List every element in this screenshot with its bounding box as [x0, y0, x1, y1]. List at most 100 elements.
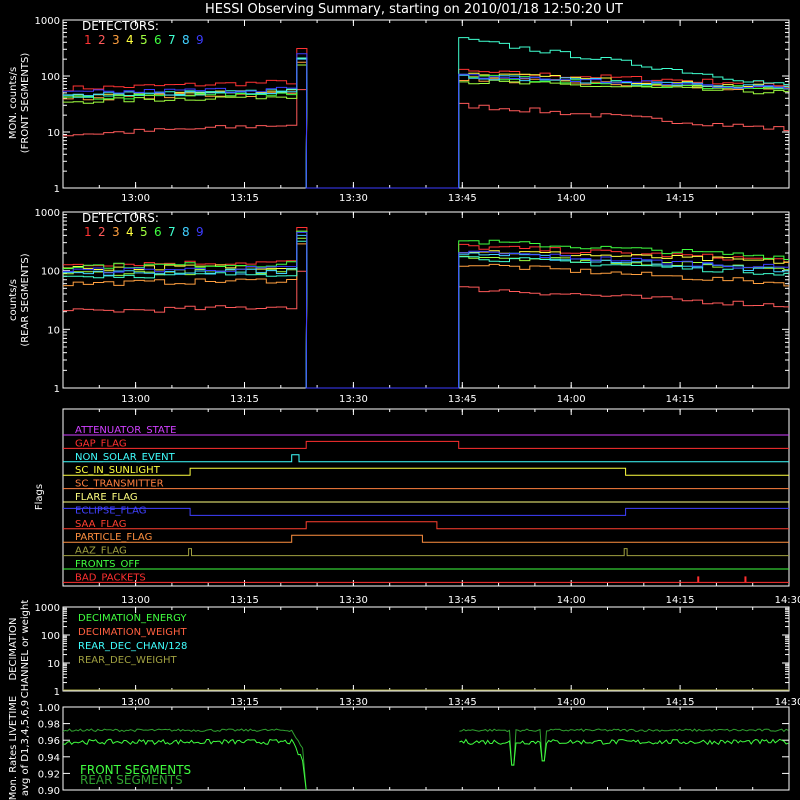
- front-ylabel: MON. counts/s (FRONT SEGMENTS): [8, 53, 31, 154]
- livetime-ytick-label: 0.90: [38, 786, 60, 797]
- decimation-ytick-label: 10: [47, 659, 60, 670]
- rear-xtick-label: 13:45: [448, 394, 477, 405]
- livetime-ylabel: Mon. Rates LIVETIME avg of D1,3,4,5,6,9: [8, 696, 31, 800]
- detector-number-2: 2: [98, 33, 106, 47]
- decimation-legend-rear-dec-weight: REAR_DEC_WEIGHT: [78, 655, 177, 666]
- detector-number-6: 6: [154, 33, 162, 47]
- decimation-legend-rear-dec-chan-128: REAR_DEC_CHAN/128: [78, 641, 187, 652]
- rear-series-detector-9: [63, 231, 789, 389]
- flag-label-eclipse-flag: ECLIPSE_FLAG: [75, 505, 146, 516]
- detector-number-4: 4: [126, 33, 134, 47]
- front-xtick-label: 13:15: [230, 193, 259, 204]
- rear-series-detector-4: [63, 230, 789, 389]
- flag-trace-sc-in-sunlight: [63, 467, 789, 476]
- decimation-ylabel-line1: DECIMATION: [8, 617, 19, 680]
- decimation-xtick-label: 13:30: [339, 697, 368, 708]
- flag-label-gap-flag: GAP_FLAG: [75, 438, 127, 449]
- decimation-xtick-label: 14:00: [557, 697, 586, 708]
- flag-trace-non-solar-event: [63, 454, 789, 463]
- flag-label-sc-transmitter: SC_TRANSMITTER: [75, 479, 164, 490]
- livetime-ytick-label: 1.00: [38, 703, 60, 714]
- rear-ylabel: counts/s (REAR SEGMENTS): [8, 253, 31, 346]
- detector-number-1: 1: [84, 33, 92, 47]
- flags-xtick-label: 14:00: [557, 595, 586, 606]
- rear-xtick-label: 14:15: [666, 394, 695, 405]
- flags-xtick-label: 13:30: [339, 595, 368, 606]
- plot-content: 13:00 13:15 13:30 13:45 14:00 14:15 13:00 13:15…: [35, 16, 800, 797]
- front-xtick-label: 14:15: [666, 193, 695, 204]
- livetime-ytick-label: 0.98: [38, 720, 60, 731]
- decimation-ylabel-line2: CHANNEL or weight: [20, 600, 31, 699]
- detector-number-5: 5: [140, 225, 148, 239]
- flag-label-saa-flag: SAA_FLAG: [75, 519, 126, 530]
- rear-xtick-label: 13:00: [121, 394, 150, 405]
- decimation-xtick-label: 13:45: [448, 697, 477, 708]
- decimation-xtick-label: 14:15: [666, 697, 695, 708]
- flag-trace-aaz-flag: [63, 548, 789, 557]
- rear-ytick-label: 1: [54, 384, 60, 395]
- front-ylabel-line2: (FRONT SEGMENTS): [20, 53, 31, 154]
- decimation-ylabel: DECIMATION CHANNEL or weight: [8, 600, 31, 699]
- front-series-detector-2: [63, 89, 789, 189]
- rear-ytick-label: 100: [41, 267, 60, 278]
- rear-series-detector-3: [63, 243, 789, 389]
- detector-number-8: 8: [182, 33, 190, 47]
- decimation-xtick-label: 13:00: [121, 697, 150, 708]
- rear-series-detector-2: [63, 270, 789, 389]
- livetime-ylabel-line1: Mon. Rates LIVETIME: [8, 696, 19, 800]
- flags-xtick-label: 13:15: [230, 595, 259, 606]
- livetime-ytick-label: 0.92: [38, 769, 60, 780]
- rear-ytick-label: 10: [47, 325, 60, 336]
- rear-xtick-label: 14:00: [557, 394, 586, 405]
- detector-number-9: 9: [196, 225, 204, 239]
- rear-xtick-label: 13:30: [339, 394, 368, 405]
- detector-number-4: 4: [126, 225, 134, 239]
- plot-title: HESSI Observing Summary, starting on 201…: [205, 2, 623, 17]
- flag-label-particle-flag: PARTICLE_FLAG: [75, 532, 152, 543]
- flags-xtick-label: 14:30: [775, 595, 800, 606]
- flag-trace-eclipse-flag: [63, 507, 789, 516]
- decimation-ytick-label: 100: [41, 631, 60, 642]
- detector-number-6: 6: [154, 225, 162, 239]
- rear-series-detector-7: [63, 240, 789, 389]
- flag-label-attenuator-state: ATTENUATOR_STATE: [75, 425, 176, 436]
- flag-trace-gap-flag: [63, 440, 789, 449]
- decimation-legend-decimation-weight: DECIMATION_WEIGHT: [78, 627, 187, 638]
- rear-ylabel-line1: counts/s: [8, 279, 19, 321]
- flags-xtick-label: 13:00: [121, 595, 150, 606]
- rear-series-detector-6: [63, 230, 789, 389]
- front-ytick-label: 100: [41, 72, 60, 83]
- livetime-ylabel-line2: avg of D1,3,4,5,6,9: [20, 700, 31, 796]
- front-ytick-label: 1: [54, 184, 60, 195]
- detector-number-2: 2: [98, 225, 106, 239]
- front-series-detector-5: [63, 64, 789, 189]
- rear-xtick-label: 13:15: [230, 394, 259, 405]
- front-series-detector-9: [63, 53, 789, 189]
- decimation-ytick-label: 1: [54, 687, 60, 698]
- front-xtick-label: 13:30: [339, 193, 368, 204]
- livetime-legend-rear-segments: REAR SEGMENTS: [80, 773, 183, 787]
- front-series-detector-7: [63, 37, 789, 189]
- front-xtick-label: 13:00: [121, 193, 150, 204]
- flag-trace-particle-flag: [63, 534, 789, 543]
- flag-label-bad-packets: BAD_PACKETS: [75, 572, 146, 583]
- flag-label-flare-flag: FLARE_FLAG: [75, 492, 138, 503]
- detector-number-7: 7: [168, 225, 176, 239]
- livetime-ytick-label: 0.94: [38, 753, 60, 764]
- livetime-ytick-label: 0.96: [38, 736, 60, 747]
- detector-number-1: 1: [84, 225, 92, 239]
- front-ylabel-line1: MON. counts/s: [8, 67, 19, 139]
- decimation-ytick-label: 1000: [35, 603, 60, 614]
- livetime-legend-front-segments: FRONT SEGMENTS: [80, 763, 191, 777]
- decimation-legend-decimation-energy: DECIMATION_ENERGY: [78, 613, 187, 624]
- detector-number-7: 7: [168, 33, 176, 47]
- flags-xtick-label: 13:45: [448, 595, 477, 606]
- rear-ytick-label: 1000: [35, 208, 60, 219]
- flag-label-fronts-off: FRONTS_OFF: [75, 559, 140, 570]
- rear-ylabel-line2: (REAR SEGMENTS): [20, 253, 31, 346]
- detector-number-3: 3: [112, 225, 120, 239]
- front-xtick-label: 14:00: [557, 193, 586, 204]
- rear-series-detector-8: [63, 234, 789, 389]
